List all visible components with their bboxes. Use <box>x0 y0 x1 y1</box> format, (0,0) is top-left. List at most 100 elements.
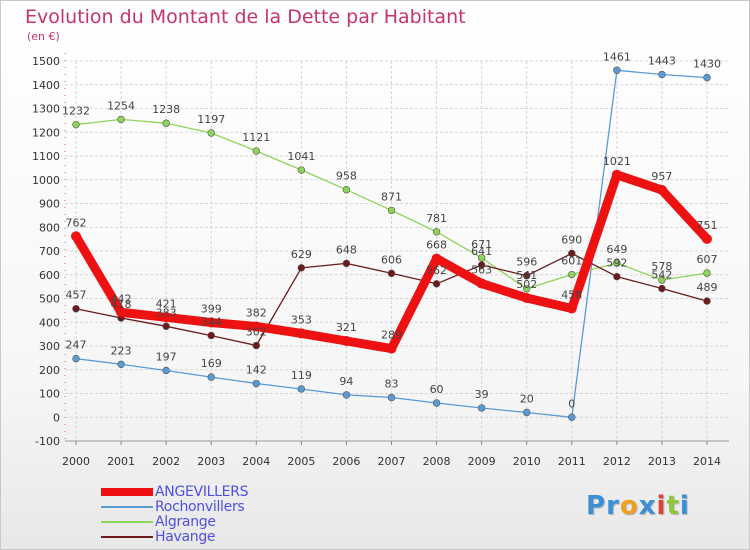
data-point-havange <box>477 261 486 269</box>
data-point-angevillers <box>566 303 577 314</box>
data-label-havange: 383 <box>156 306 177 319</box>
data-point-angevillers <box>611 169 622 180</box>
data-label-havange: 629 <box>291 248 312 261</box>
data-point-algrange <box>432 228 441 236</box>
data-label-angevillers: 751 <box>697 219 718 232</box>
x-tick-label: 2011 <box>558 455 586 468</box>
y-tick-label: 1500 <box>32 55 60 68</box>
y-tick-label: 1000 <box>32 174 60 187</box>
data-label-angevillers: 421 <box>156 297 177 310</box>
y-tick-label: 800 <box>39 221 60 234</box>
data-label-angevillers: 957 <box>651 170 672 183</box>
data-point-havange <box>658 284 666 293</box>
data-label-angevillers: 762 <box>66 216 87 229</box>
data-label-angevillers: 442 <box>111 292 132 305</box>
data-point-havange <box>297 264 306 272</box>
data-point-havange <box>432 280 441 288</box>
data-label-havange: 592 <box>606 257 627 270</box>
data-label-algrange: 871 <box>381 190 402 203</box>
legend-swatch <box>101 506 153 508</box>
y-tick-label: 200 <box>39 364 60 377</box>
logo-letter: o <box>619 491 639 521</box>
data-label-angevillers: 1021 <box>603 155 631 168</box>
data-label-rochonvillers: 247 <box>66 339 87 352</box>
y-tick-label: 300 <box>39 340 60 353</box>
data-label-havange: 302 <box>246 326 267 339</box>
data-point-angevillers <box>161 312 172 323</box>
data-label-algrange: 607 <box>697 253 718 266</box>
data-label-algrange: 1041 <box>287 150 315 163</box>
data-point-rochonvillers <box>523 408 531 417</box>
data-label-havange: 418 <box>111 298 132 311</box>
data-label-algrange: 1232 <box>62 105 90 118</box>
data-point-angevillers <box>341 336 352 347</box>
data-label-rochonvillers: 94 <box>339 375 353 388</box>
x-tick-label: 2014 <box>693 455 721 468</box>
data-point-rochonvillers <box>72 354 80 363</box>
data-label-havange: 344 <box>201 316 222 329</box>
data-point-angevillers <box>431 253 442 264</box>
x-tick-label: 2003 <box>197 455 225 468</box>
data-label-algrange: 649 <box>606 243 627 256</box>
data-point-rochonvillers <box>117 360 125 368</box>
y-tick-label: 500 <box>39 293 60 306</box>
data-point-algrange <box>207 129 215 137</box>
data-point-angevillers <box>251 321 262 332</box>
data-point-rochonvillers <box>387 393 396 402</box>
data-label-algrange: 958 <box>336 170 357 183</box>
logo-letter: t <box>666 491 680 521</box>
x-tick-label: 2013 <box>648 455 676 468</box>
x-tick-label: 2000 <box>62 455 90 468</box>
data-point-havange <box>387 269 396 278</box>
logo-letter: P <box>586 491 607 521</box>
data-label-algrange: 541 <box>516 269 537 282</box>
data-point-angevillers <box>656 184 667 195</box>
y-tick-label: 600 <box>39 269 60 282</box>
legend-label: Havange <box>155 529 216 545</box>
legend-label: Rochonvillers <box>155 499 245 515</box>
data-label-algrange: 1197 <box>197 113 225 126</box>
logo-letter: r <box>606 491 620 521</box>
data-label-rochonvillers: 1443 <box>648 55 676 68</box>
data-label-angevillers: 289 <box>381 329 402 342</box>
data-label-algrange: 1254 <box>107 99 135 112</box>
data-point-rochonvillers <box>568 413 576 421</box>
x-tick-label: 2002 <box>152 455 180 468</box>
y-tick-label: 1100 <box>32 150 60 163</box>
data-label-angevillers: 502 <box>516 278 537 291</box>
data-label-angevillers: 458 <box>561 288 582 301</box>
y-tick-label: 700 <box>39 245 60 258</box>
data-label-rochonvillers: 169 <box>201 357 222 370</box>
data-label-rochonvillers: 142 <box>246 364 267 377</box>
logo-letter: x <box>638 491 657 521</box>
data-point-algrange <box>568 270 576 279</box>
data-point-angevillers <box>702 233 712 244</box>
data-label-angevillers: 382 <box>246 307 267 320</box>
data-labels: 762 442 421 399 382 353 321 289 668 563 502 458 1021… <box>62 50 721 410</box>
data-point-rochonvillers <box>613 66 621 74</box>
legend-label: Algrange <box>155 514 216 530</box>
legend-swatch <box>101 488 153 496</box>
data-point-angevillers <box>206 317 217 328</box>
data-point-rochonvillers <box>162 366 170 375</box>
data-point-algrange <box>72 120 80 129</box>
proxiti-logo: Proxiti <box>586 491 690 521</box>
x-tick-label: 2009 <box>468 455 496 468</box>
data-label-havange: 489 <box>697 281 718 294</box>
data-point-havange <box>703 297 711 305</box>
data-label-havange: 606 <box>381 253 402 266</box>
legend-label: ANGEVILLERS <box>155 484 249 500</box>
chart-unit-label: (en €) <box>27 30 60 43</box>
legend-swatch <box>101 536 153 538</box>
grid <box>65 60 729 442</box>
data-point-algrange <box>387 206 396 215</box>
data-point-havange <box>613 272 621 281</box>
x-tick-label: 2012 <box>603 455 631 468</box>
data-point-havange <box>252 341 260 350</box>
data-point-algrange <box>658 276 666 284</box>
data-label-angevillers: 563 <box>471 264 492 277</box>
legend-swatch <box>101 521 153 523</box>
data-label-algrange: 601 <box>561 255 582 268</box>
data-label-rochonvillers: 1430 <box>693 58 721 71</box>
